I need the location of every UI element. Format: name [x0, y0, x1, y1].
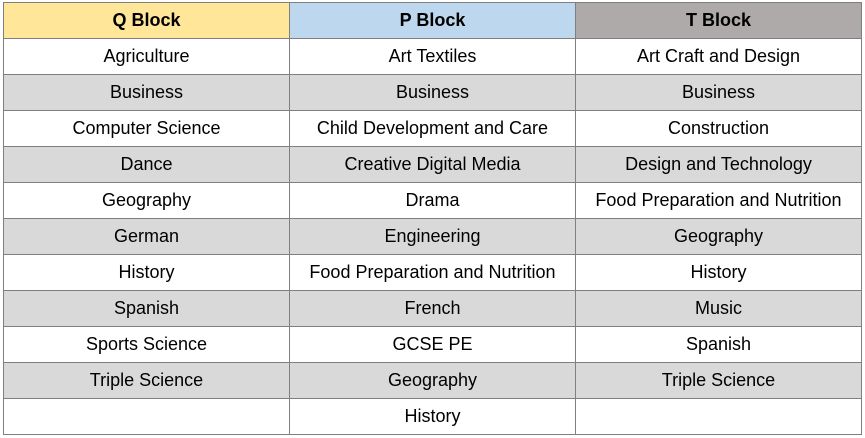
t-block-cell: Construction — [575, 110, 862, 147]
q-block-cell: History — [3, 254, 290, 291]
p-block-header: P Block — [289, 2, 576, 39]
p-block-cell: Food Preparation and Nutrition — [289, 254, 576, 291]
p-block-cell: Business — [289, 74, 576, 111]
table-row: German Engineering Geography — [3, 218, 862, 255]
t-block-cell: Geography — [575, 218, 862, 255]
table-row: Computer Science Child Development and C… — [3, 110, 862, 147]
t-block-cell: Spanish — [575, 326, 862, 363]
table-row: Sports Science GCSE PE Spanish — [3, 326, 862, 363]
t-block-cell: Art Craft and Design — [575, 38, 862, 75]
t-block-cell — [575, 398, 862, 435]
q-block-cell: Computer Science — [3, 110, 290, 147]
q-block-cell: Triple Science — [3, 362, 290, 399]
table-row: Geography Drama Food Preparation and Nut… — [3, 182, 862, 219]
t-block-cell: Design and Technology — [575, 146, 862, 183]
table-row: History — [3, 398, 862, 435]
p-block-cell: French — [289, 290, 576, 327]
q-block-cell: Business — [3, 74, 290, 111]
q-block-cell: Dance — [3, 146, 290, 183]
q-block-cell: Spanish — [3, 290, 290, 327]
t-block-cell: Triple Science — [575, 362, 862, 399]
p-block-cell: Geography — [289, 362, 576, 399]
t-block-header: T Block — [575, 2, 862, 39]
table-row: Spanish French Music — [3, 290, 862, 327]
t-block-cell: Food Preparation and Nutrition — [575, 182, 862, 219]
p-block-cell: Child Development and Care — [289, 110, 576, 147]
p-block-cell: Drama — [289, 182, 576, 219]
table-row: Triple Science Geography Triple Science — [3, 362, 862, 399]
q-block-cell: Sports Science — [3, 326, 290, 363]
p-block-cell: History — [289, 398, 576, 435]
q-block-cell — [3, 398, 290, 435]
q-block-cell: German — [3, 218, 290, 255]
table-row: Agriculture Art Textiles Art Craft and D… — [3, 38, 862, 75]
table-row: Business Business Business — [3, 74, 862, 111]
q-block-cell: Geography — [3, 182, 290, 219]
table-row: Dance Creative Digital Media Design and … — [3, 146, 862, 183]
t-block-cell: History — [575, 254, 862, 291]
q-block-header: Q Block — [3, 2, 290, 39]
p-block-cell: GCSE PE — [289, 326, 576, 363]
p-block-cell: Art Textiles — [289, 38, 576, 75]
table-row: History Food Preparation and Nutrition H… — [3, 254, 862, 291]
t-block-cell: Business — [575, 74, 862, 111]
q-block-cell: Agriculture — [3, 38, 290, 75]
table-body: Agriculture Art Textiles Art Craft and D… — [3, 38, 862, 435]
header-row: Q Block P Block T Block — [3, 2, 862, 39]
t-block-cell: Music — [575, 290, 862, 327]
p-block-cell: Creative Digital Media — [289, 146, 576, 183]
p-block-cell: Engineering — [289, 218, 576, 255]
subject-blocks-table: Q Block P Block T Block Agriculture Art … — [3, 2, 862, 435]
